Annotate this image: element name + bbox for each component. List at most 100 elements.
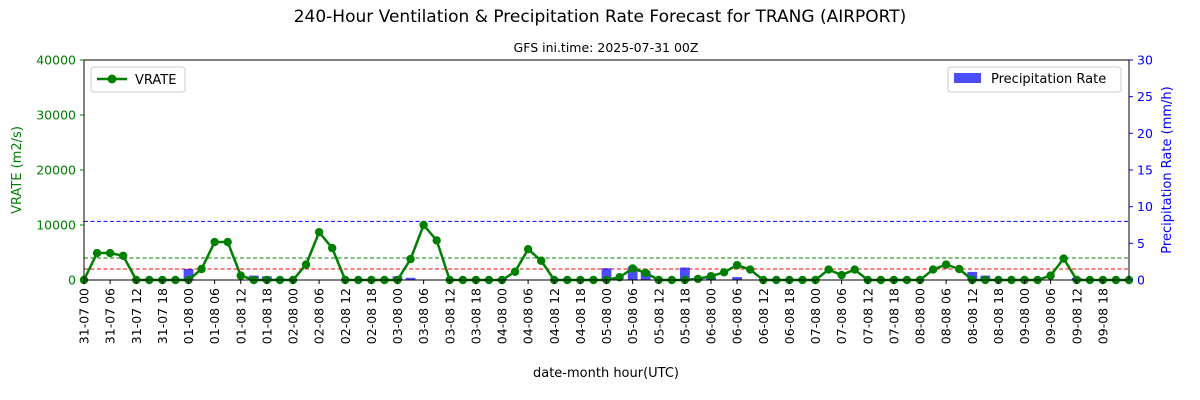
x-axis-label: date-month hour(UTC) — [533, 366, 679, 381]
vrate-point — [850, 265, 859, 274]
y-left-tick-label: 30000 — [36, 108, 76, 123]
vrate-point — [693, 274, 703, 284]
y-right-tick-label: 20 — [1137, 126, 1153, 141]
precip-bar — [405, 277, 416, 280]
x-tick-label: 09-08 12 — [1069, 288, 1084, 344]
x-tick-label: 06-08 06 — [730, 288, 745, 344]
plot-frame — [83, 59, 1130, 281]
vrate-point — [928, 265, 938, 274]
chart-subtitle: GFS ini.time: 2025-07-31 00Z — [514, 40, 699, 55]
x-tick-label: 07-08 06 — [834, 288, 849, 344]
x-tick-label: 07-08 00 — [808, 288, 823, 344]
legend-vrate-marker-icon — [107, 74, 117, 84]
x-tick-label: 08-08 00 — [913, 288, 928, 344]
y-left-tick-label: 40000 — [36, 53, 76, 68]
vrate-point — [327, 243, 337, 253]
vrate-point — [824, 265, 833, 274]
x-tick-label: 03-08 18 — [468, 288, 483, 344]
vrate-point — [314, 227, 324, 237]
x-tick-label: 05-08 06 — [625, 288, 640, 344]
x-tick-label: 07-08 18 — [886, 288, 901, 344]
y-left-tick-label: 0 — [68, 273, 76, 288]
vrate-point — [1046, 271, 1055, 280]
vrate-point — [628, 264, 637, 273]
x-tick-label: 01-08 12 — [233, 288, 248, 344]
vrate-point — [641, 268, 650, 278]
x-tick-label: 03-08 06 — [416, 288, 431, 344]
vrate-point — [118, 251, 128, 260]
vrate-point — [732, 260, 742, 270]
vrate-point — [406, 254, 415, 264]
x-tick-label: 05-08 18 — [677, 288, 692, 344]
vrate-point — [419, 220, 428, 230]
x-tick-label: 06-08 12 — [756, 288, 771, 344]
y-left-tick-label: 20000 — [36, 163, 76, 178]
precip-bar — [627, 266, 638, 280]
vrate-point — [92, 248, 102, 258]
x-tick-label: 05-08 12 — [651, 288, 666, 344]
vrate-point — [510, 267, 520, 276]
x-tick-label: 03-08 00 — [390, 288, 405, 344]
y-right-tick-label: 25 — [1137, 89, 1153, 104]
legend-vrate-box — [90, 66, 186, 93]
x-tick-label: 04-08 18 — [573, 288, 588, 344]
vrate-point — [1059, 254, 1068, 263]
x-tick-label: 08-08 18 — [991, 288, 1006, 344]
axes: 0 10000 20000 30000 40000 0 5 10 15 20 25 30 31-07 0… — [36, 53, 1153, 345]
x-tick-label: 04-08 00 — [495, 288, 510, 344]
vrate-point — [615, 273, 624, 282]
vrate-point — [301, 260, 311, 269]
vrate-line-layer — [79, 220, 1134, 285]
x-tick-label: 31-07 18 — [155, 288, 170, 344]
chart-title: 240-Hour Ventilation & Precipitation Rat… — [294, 7, 907, 27]
x-tick-label: 01-08 00 — [181, 288, 196, 344]
vrate-point — [954, 264, 964, 274]
x-tick-label: 07-08 12 — [860, 288, 875, 344]
x-tick-label: 09-08 18 — [1095, 288, 1110, 344]
x-tick-label: 09-08 06 — [1043, 288, 1058, 344]
vrate-point — [210, 237, 219, 247]
x-tick-label: 01-08 18 — [259, 288, 274, 344]
vrate-point — [432, 236, 441, 245]
x-tick-label: 08-08 06 — [939, 288, 954, 344]
x-tick-label: 03-08 12 — [442, 288, 457, 344]
precip-bar — [679, 267, 690, 280]
x-tick-label: 08-08 12 — [965, 288, 980, 344]
x-tick-label: 01-08 06 — [207, 288, 222, 344]
x-tick-label: 05-08 00 — [599, 288, 614, 344]
y-right-tick-label: 10 — [1137, 199, 1153, 214]
precip-bar — [732, 277, 743, 280]
precip-bar — [601, 268, 612, 280]
reference-lines — [84, 220, 1129, 270]
y-left-tick-label: 10000 — [36, 218, 76, 233]
x-tick-label: 04-08 12 — [547, 288, 562, 344]
y-right-tick-label: 0 — [1137, 273, 1145, 288]
vrate-point — [837, 270, 846, 280]
y-right-tick-label: 5 — [1137, 236, 1145, 251]
legend-precipitation-label: Precipitation Rate — [991, 72, 1106, 87]
x-tick-label: 02-08 00 — [286, 288, 301, 344]
x-tick-label: 06-08 18 — [782, 288, 797, 344]
legend-vrate: VRATE — [90, 66, 186, 93]
vrate-point — [523, 245, 533, 254]
vrate-point — [719, 268, 729, 277]
legend-vrate-label: VRATE — [135, 73, 176, 88]
vrate-point — [105, 248, 115, 258]
vrate-point — [197, 264, 206, 274]
legend-precipitation-box — [947, 66, 1122, 93]
vrate-point — [745, 265, 755, 274]
x-tick-label: 31-07 06 — [103, 288, 118, 344]
legend-precipitation: Precipitation Rate — [947, 66, 1122, 93]
y-right-tick-label: 30 — [1137, 53, 1153, 68]
vrate-point — [941, 260, 951, 269]
vrate-point — [706, 271, 716, 281]
vrate-point — [236, 271, 245, 280]
x-tick-label: 09-08 00 — [1017, 288, 1032, 344]
x-tick-label: 04-08 06 — [521, 288, 536, 344]
legend-precipitation-swatch-icon — [954, 73, 981, 83]
vrate-point — [223, 237, 232, 247]
vrate-point — [536, 256, 546, 265]
y-axis-right-label: Precipitation Rate (mm/h) — [1160, 86, 1175, 253]
x-tick-label: 02-08 12 — [338, 288, 353, 344]
